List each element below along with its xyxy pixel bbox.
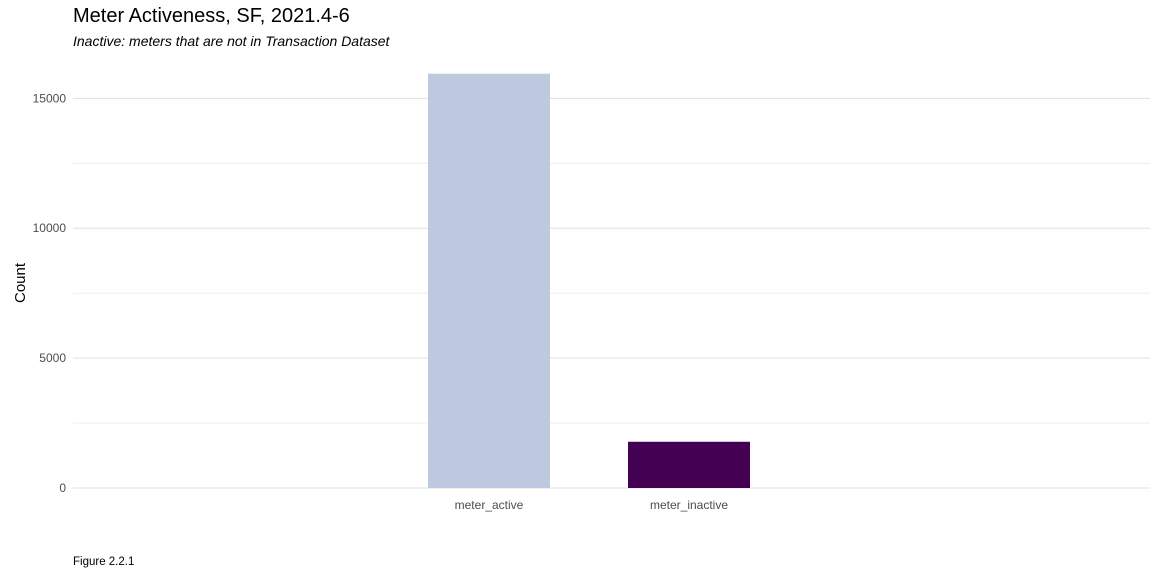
chart-subtitle: Inactive: meters that are not in Transac… [73, 33, 390, 49]
y-tick-label: 0 [59, 481, 66, 495]
x-axis-ticks: meter_active meter_inactive [455, 498, 729, 512]
y-tick-label: 15000 [33, 91, 67, 105]
bars [428, 73, 750, 488]
chart-title: Meter Activeness, SF, 2021.4-6 [73, 5, 350, 27]
x-tick-label: meter_active [455, 498, 524, 512]
figure-caption: Figure 2.2.1 [73, 556, 135, 568]
grid-lines [73, 97, 1150, 489]
y-tick-label: 10000 [33, 221, 67, 235]
y-axis-title: Count [12, 262, 29, 303]
bar-meter-inactive [628, 441, 750, 488]
x-tick-label: meter_inactive [650, 498, 728, 512]
bar-meter-active [428, 73, 550, 488]
y-axis-ticks: 0 5000 10000 15000 [33, 91, 67, 495]
y-tick-label: 5000 [39, 351, 66, 365]
